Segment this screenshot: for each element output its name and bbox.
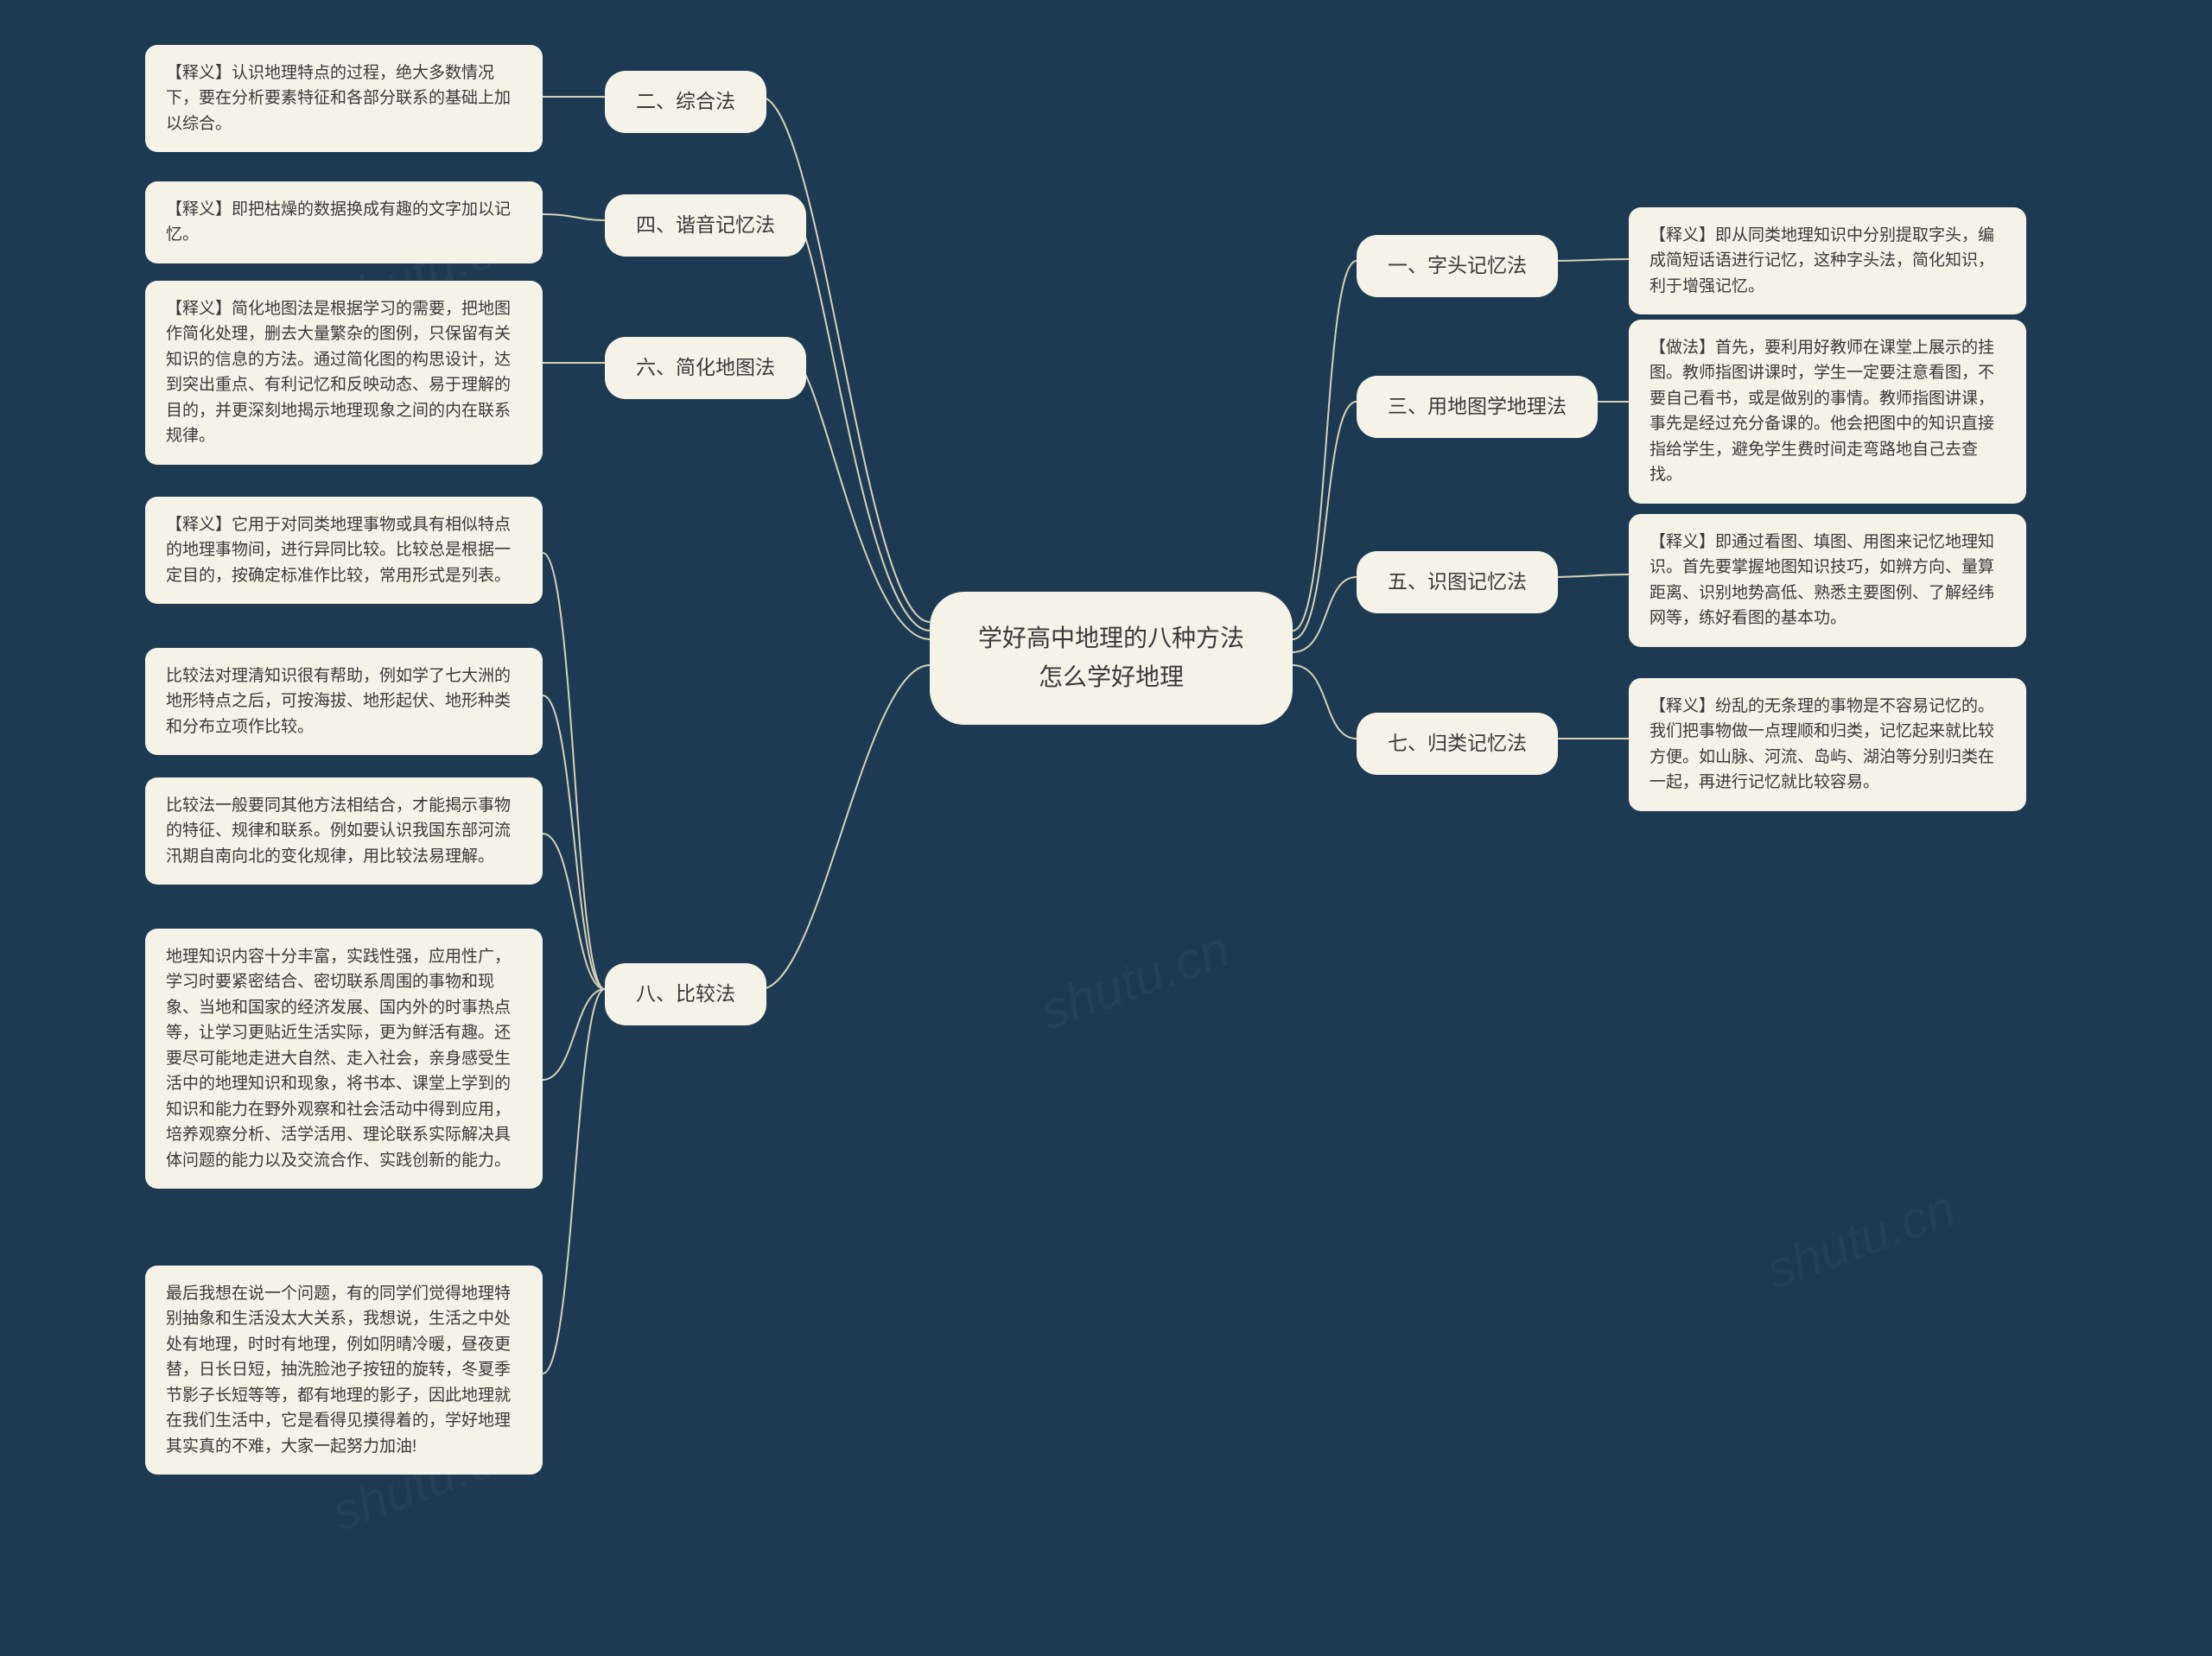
- detail-5: 【释义】即通过看图、填图、用图来记忆地理知识。首先要掌握地图知识技巧，如辨方向、…: [1629, 514, 2026, 647]
- detail-8a: 【释义】它用于对同类地理事物或具有相似特点的地理事物间，进行异同比较。比较总是根…: [145, 497, 543, 604]
- detail-8e: 最后我想在说一个问题，有的同学们觉得地理特别抽象和生活没太大关系，我想说，生活之…: [145, 1266, 543, 1475]
- branch-5: 五、识图记忆法: [1357, 551, 1558, 613]
- branch-2: 二、综合法: [605, 71, 766, 133]
- detail-2: 【释义】认识地理特点的过程，绝大多数情况下，要在分析要素特征和各部分联系的基础上…: [145, 45, 543, 152]
- detail-8c: 比较法一般要同其他方法相结合，才能揭示事物的特征、规律和联系。例如要认识我国东部…: [145, 777, 543, 885]
- center-node: 学好高中地理的八种方法怎么学好地理: [930, 592, 1293, 725]
- detail-8b: 比较法对理清知识很有帮助，例如学了七大洲的地形特点之后，可按海拔、地形起伏、地形…: [145, 648, 543, 755]
- detail-7: 【释义】纷乱的无条理的事物是不容易记忆的。我们把事物做一点理顺和归类，记忆起来就…: [1629, 678, 2026, 811]
- detail-3: 【做法】首先，要利用好教师在课堂上展示的挂图。教师指图讲课时，学生一定要注意看图…: [1629, 320, 2026, 504]
- branch-3: 三、用地图学地理法: [1357, 376, 1598, 438]
- branch-4: 四、谐音记忆法: [605, 194, 806, 257]
- detail-1: 【释义】即从同类地理知识中分别提取字头，编成简短话语进行记忆，这种字头法，简化知…: [1629, 207, 2026, 314]
- branch-1: 一、字头记忆法: [1357, 235, 1558, 297]
- branch-8: 八、比较法: [605, 963, 766, 1025]
- detail-8d: 地理知识内容十分丰富，实践性强，应用性广，学习时要紧密结合、密切联系周围的事物和…: [145, 929, 543, 1189]
- branch-6: 六、简化地图法: [605, 337, 806, 399]
- detail-4: 【释义】即把枯燥的数据换成有趣的文字加以记忆。: [145, 181, 543, 263]
- detail-6: 【释义】简化地图法是根据学习的需要，把地图作简化处理，删去大量繁杂的图例，只保留…: [145, 281, 543, 465]
- branch-7: 七、归类记忆法: [1357, 713, 1558, 775]
